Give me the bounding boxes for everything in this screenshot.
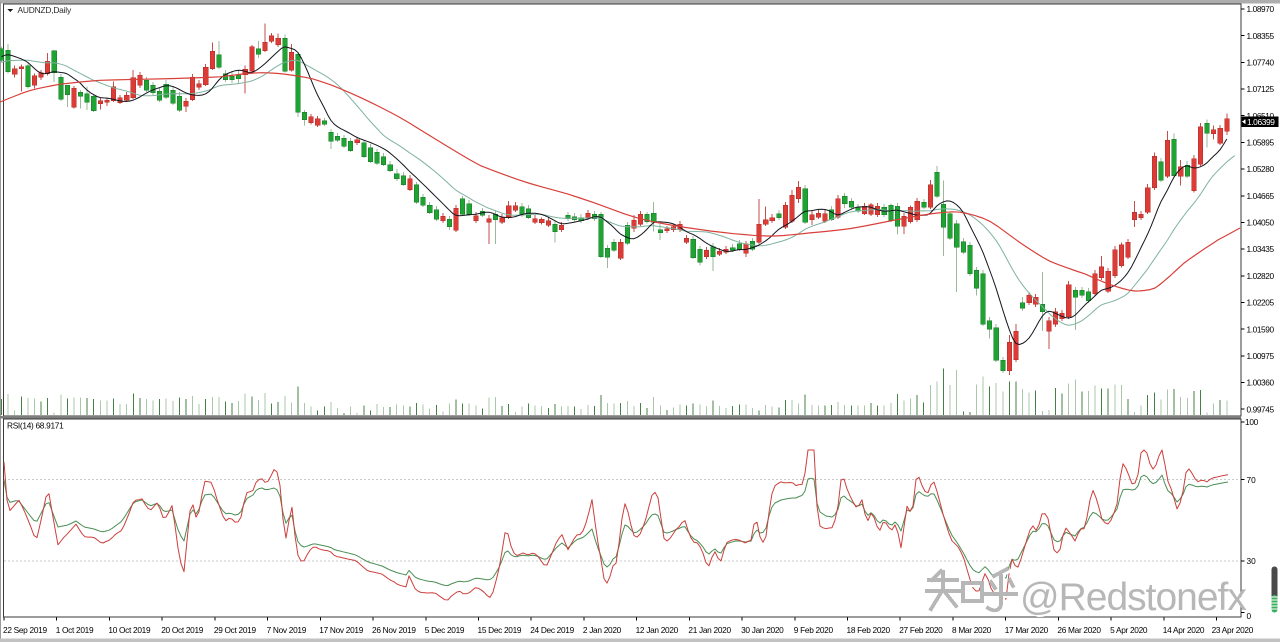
svg-text:10 Oct 2019: 10 Oct 2019 bbox=[108, 625, 151, 635]
svg-text:1.06510: 1.06510 bbox=[1247, 111, 1275, 121]
svg-text:1.05280: 1.05280 bbox=[1247, 164, 1275, 174]
svg-text:1.08970: 1.08970 bbox=[1247, 4, 1275, 14]
svg-text:9 Feb 2020: 9 Feb 2020 bbox=[794, 625, 834, 635]
svg-text:26 Nov 2019: 26 Nov 2019 bbox=[372, 625, 416, 635]
svg-text:1.06399: 1.06399 bbox=[1247, 117, 1275, 127]
svg-text:1.04050: 1.04050 bbox=[1247, 218, 1275, 228]
svg-text:1.02820: 1.02820 bbox=[1247, 271, 1275, 281]
svg-text:0.99745: 0.99745 bbox=[1247, 404, 1275, 414]
svg-text:26 Mar 2020: 26 Mar 2020 bbox=[1057, 625, 1101, 635]
svg-text:15 Dec 2019: 15 Dec 2019 bbox=[478, 625, 522, 635]
svg-text:22 Sep 2019: 22 Sep 2019 bbox=[3, 625, 47, 635]
svg-text:1.08355: 1.08355 bbox=[1247, 31, 1275, 41]
svg-text:100: 100 bbox=[1245, 417, 1259, 427]
svg-text:1.00360: 1.00360 bbox=[1247, 378, 1275, 388]
svg-text:8 Mar 2020: 8 Mar 2020 bbox=[952, 625, 992, 635]
svg-text:2 Jan 2020: 2 Jan 2020 bbox=[583, 625, 622, 635]
svg-text:1.07125: 1.07125 bbox=[1247, 84, 1275, 94]
svg-text:18 Feb 2020: 18 Feb 2020 bbox=[847, 625, 891, 635]
svg-text:30 Jan 2020: 30 Jan 2020 bbox=[741, 625, 784, 635]
svg-text:1.04665: 1.04665 bbox=[1247, 191, 1275, 201]
svg-text:5 Dec 2019: 5 Dec 2019 bbox=[425, 625, 465, 635]
svg-text:17 Mar 2020: 17 Mar 2020 bbox=[1005, 625, 1049, 635]
svg-text:1.07740: 1.07740 bbox=[1247, 58, 1275, 68]
svg-text:1.05895: 1.05895 bbox=[1247, 138, 1275, 148]
svg-text:14 Apr 2020: 14 Apr 2020 bbox=[1163, 625, 1205, 635]
svg-text:27 Feb 2020: 27 Feb 2020 bbox=[899, 625, 943, 635]
svg-text:21 Jan 2020: 21 Jan 2020 bbox=[688, 625, 731, 635]
svg-text:30: 30 bbox=[1247, 556, 1257, 566]
svg-text:0: 0 bbox=[1247, 611, 1252, 621]
svg-text:12 Jan 2020: 12 Jan 2020 bbox=[636, 625, 679, 635]
svg-text:29 Oct 2019: 29 Oct 2019 bbox=[214, 625, 257, 635]
svg-text:@Redstonefx: @Redstonefx bbox=[1022, 578, 1249, 621]
svg-text:1.00975: 1.00975 bbox=[1247, 351, 1275, 361]
svg-text:7 Nov 2019: 7 Nov 2019 bbox=[267, 625, 307, 635]
svg-text:20 Oct 2019: 20 Oct 2019 bbox=[161, 625, 204, 635]
svg-text:1.01590: 1.01590 bbox=[1247, 324, 1275, 334]
svg-text:1.02205: 1.02205 bbox=[1247, 298, 1275, 308]
svg-text:5 Apr 2020: 5 Apr 2020 bbox=[1110, 625, 1148, 635]
svg-text:AUDNZD,Daily: AUDNZD,Daily bbox=[18, 5, 72, 15]
svg-text:24 Dec 2019: 24 Dec 2019 bbox=[530, 625, 574, 635]
svg-text:70: 70 bbox=[1247, 475, 1257, 485]
svg-text:23 Apr 2020: 23 Apr 2020 bbox=[1212, 625, 1254, 635]
svg-text:1.03435: 1.03435 bbox=[1247, 244, 1275, 254]
svg-text:1 Oct 2019: 1 Oct 2019 bbox=[56, 625, 94, 635]
svg-text:@Redstonefx: @Redstonefx bbox=[1020, 576, 1247, 619]
svg-text:17 Nov 2019: 17 Nov 2019 bbox=[319, 625, 363, 635]
svg-text:RSI(14) 68.9171: RSI(14) 68.9171 bbox=[7, 421, 64, 431]
